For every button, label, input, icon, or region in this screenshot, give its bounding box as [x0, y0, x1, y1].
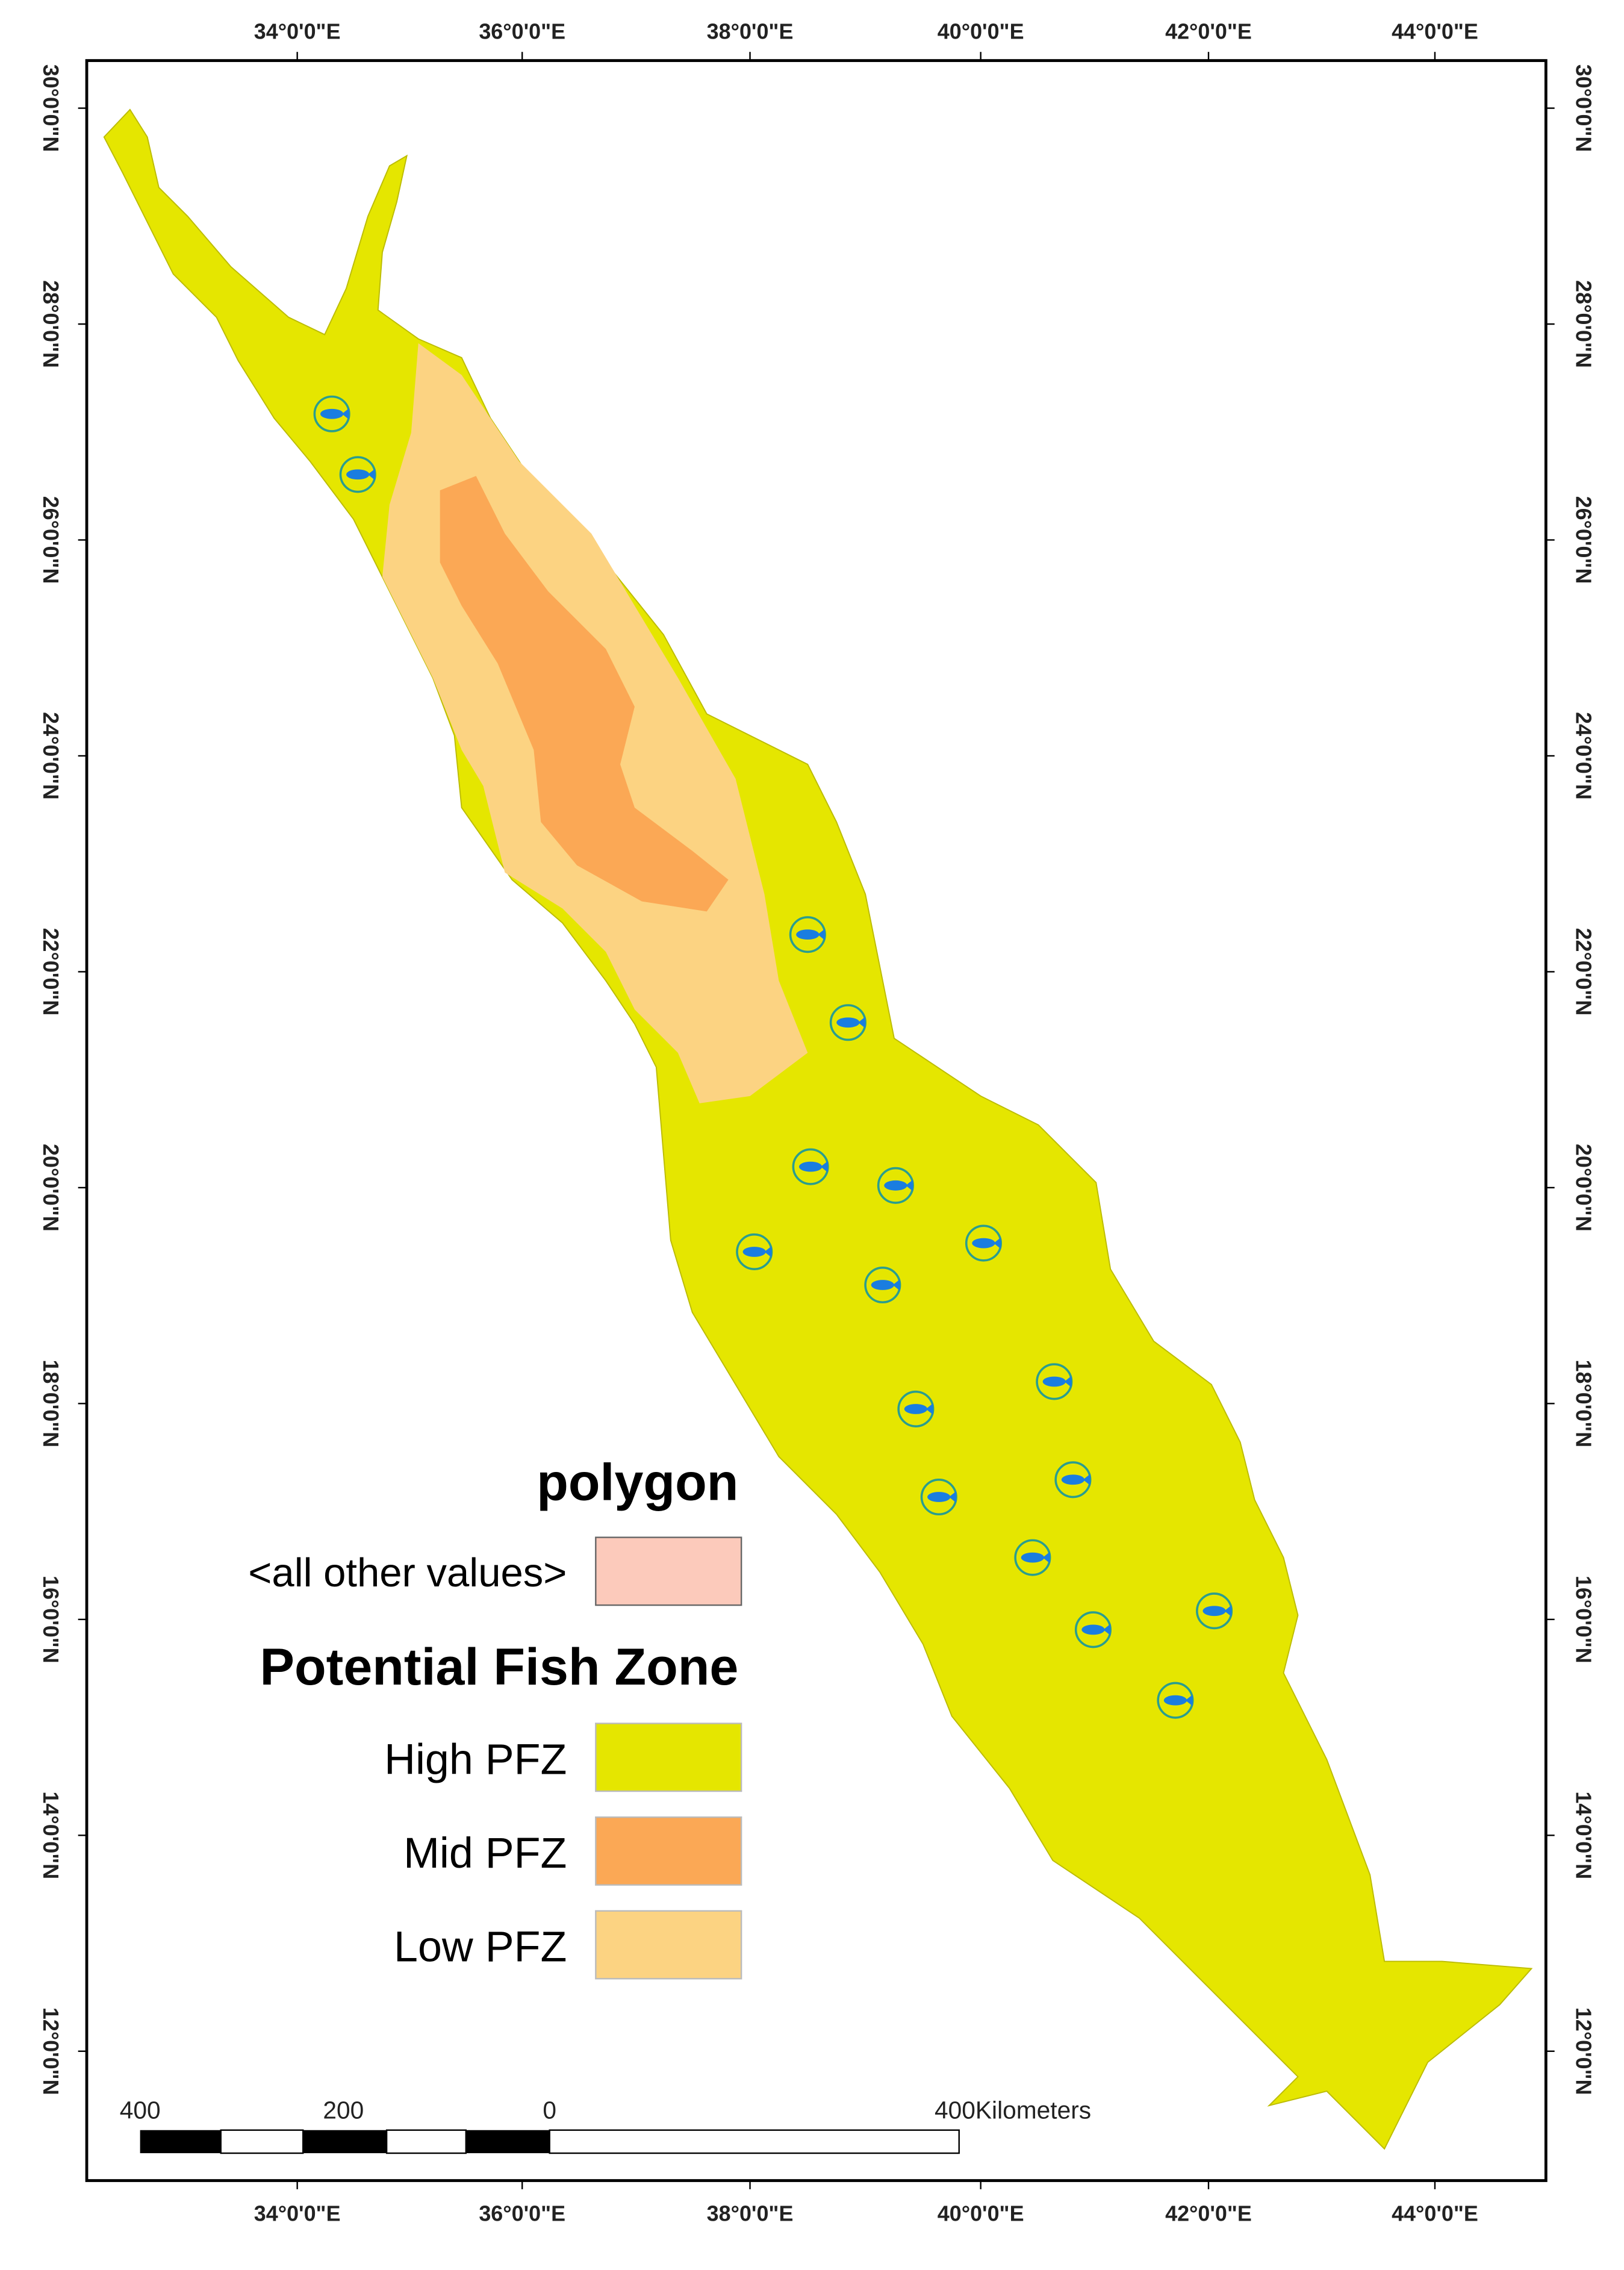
legend-swatch — [595, 1816, 742, 1886]
mid-pfz-area — [440, 476, 729, 912]
latitude-label: 20°0'0"N — [1572, 1144, 1596, 1232]
legend: polygon <all other values> Potential Fis… — [248, 1453, 742, 1980]
latitude-label: 26°0'0"N — [1572, 496, 1596, 584]
latitude-label: 16°0'0"N — [39, 1576, 63, 1664]
legend-label: High PFZ — [384, 1735, 567, 1783]
legend-label: Mid PFZ — [403, 1829, 567, 1877]
longitude-label: 44°0'0"E — [1392, 19, 1478, 44]
longitude-label: 42°0'0"E — [1165, 19, 1252, 44]
latitude-label: 28°0'0"N — [1572, 280, 1596, 368]
legend-heading: Potential Fish Zone — [260, 1638, 738, 1696]
scale-bar: 400 200 0 400Kilometers — [120, 2097, 1091, 2154]
longitude-label: 36°0'0"E — [479, 19, 565, 44]
scale-label: 200 — [323, 2097, 364, 2124]
latitude-label: 20°0'0"N — [39, 1144, 63, 1232]
latitude-label: 12°0'0"N — [1572, 2007, 1596, 2095]
latitude-label: 30°0'0"N — [1572, 64, 1596, 152]
legend-swatch — [595, 1536, 742, 1606]
latitude-label: 22°0'0"N — [1572, 928, 1596, 1016]
latitude-label: 22°0'0"N — [39, 928, 63, 1016]
scale-segment — [549, 2129, 960, 2154]
scale-segment — [465, 2130, 550, 2154]
latitude-label: 30°0'0"N — [39, 64, 63, 152]
scale-segment — [385, 2129, 467, 2154]
latitude-label: 18°0'0"N — [1572, 1359, 1596, 1447]
longitude-label: 34°0'0"E — [254, 2201, 341, 2226]
latitude-label: 24°0'0"N — [1572, 712, 1596, 800]
scale-segment — [220, 2129, 304, 2154]
scale-segment — [140, 2130, 221, 2154]
longitude-label: 36°0'0"E — [479, 2201, 565, 2226]
scale-segment — [303, 2130, 387, 2154]
scale-label: 0 — [543, 2097, 556, 2124]
longitude-label: 40°0'0"E — [938, 19, 1024, 44]
legend-heading: polygon — [537, 1453, 738, 1511]
latitude-label: 14°0'0"N — [39, 1791, 63, 1879]
legend-label: <all other values> — [248, 1550, 567, 1595]
longitude-label: 38°0'0"E — [707, 19, 794, 44]
latitude-label: 26°0'0"N — [39, 496, 63, 584]
legend-swatch — [595, 1723, 742, 1792]
legend-label: Low PFZ — [394, 1923, 567, 1971]
latitude-label: 28°0'0"N — [39, 280, 63, 368]
longitude-label: 38°0'0"E — [707, 2201, 794, 2226]
latitude-label: 12°0'0"N — [39, 2007, 63, 2095]
longitude-label: 44°0'0"E — [1392, 2201, 1478, 2226]
longitude-label: 40°0'0"E — [938, 2201, 1024, 2226]
legend-swatch — [595, 1910, 742, 1980]
latitude-label: 18°0'0"N — [39, 1359, 63, 1447]
scale-label: 400 — [120, 2097, 161, 2124]
longitude-label: 34°0'0"E — [254, 19, 341, 44]
latitude-label: 24°0'0"N — [39, 712, 63, 800]
scale-label: 400Kilometers — [935, 2097, 1091, 2124]
longitude-label: 42°0'0"E — [1165, 2201, 1252, 2226]
latitude-label: 14°0'0"N — [1572, 1791, 1596, 1879]
latitude-label: 16°0'0"N — [1572, 1576, 1596, 1664]
